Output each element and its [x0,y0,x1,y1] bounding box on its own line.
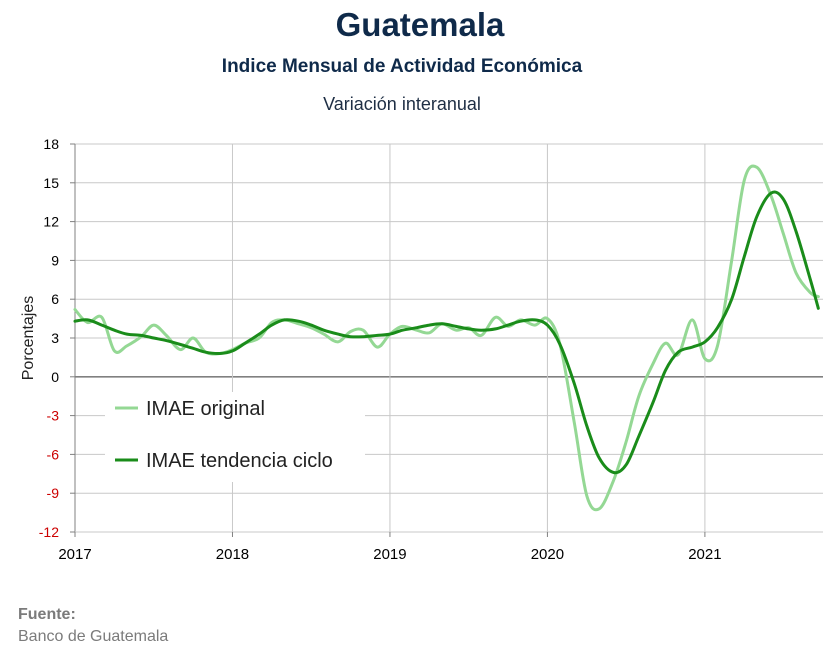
y-tick-label: 6 [51,291,59,307]
y-tick-label: 12 [43,214,59,230]
source-label: Fuente: [18,606,76,623]
y-tick-label: -3 [47,408,60,424]
source-text: Banco de Guatemala [18,628,169,645]
y-tick-label: 18 [43,136,59,152]
x-axis-ticks: 2017 2018 2019 2020 2021 [58,532,722,563]
legend: IMAE original IMAE tendencia ciclo [105,392,365,482]
x-tick-label: 2020 [531,546,564,563]
legend-background [105,392,365,482]
series-line-imae-original [73,164,820,512]
x-tick-label: 2017 [58,546,91,563]
series-line-imae-tendencia [73,190,820,475]
y-tick-label: 15 [43,175,59,191]
chart-subtitle: Indice Mensual de Actividad Económica [221,56,583,77]
legend-label-imae-original: IMAE original [146,398,265,420]
series-lines [73,164,820,512]
y-tick-label: -12 [39,524,59,540]
x-tick-label: 2019 [373,546,406,563]
y-tick-label: -6 [47,446,60,462]
y-axis-ticks: 18 15 12 9 6 3 0 -3 -6 -9 -12 [39,136,75,540]
y-tick-label: 0 [51,369,59,385]
y-tick-label: 3 [51,330,59,346]
x-tick-label: 2021 [688,546,721,563]
x-tick-label: 2018 [216,546,249,563]
y-tick-label: 9 [51,252,59,268]
chart-subtitle-variation: Variación interanual [323,94,481,114]
y-axis-label: Porcentajes [20,296,37,381]
y-tick-label: -9 [47,485,60,501]
chart-title: Guatemala [335,6,505,43]
legend-label-imae-tendencia: IMAE tendencia ciclo [146,450,333,472]
